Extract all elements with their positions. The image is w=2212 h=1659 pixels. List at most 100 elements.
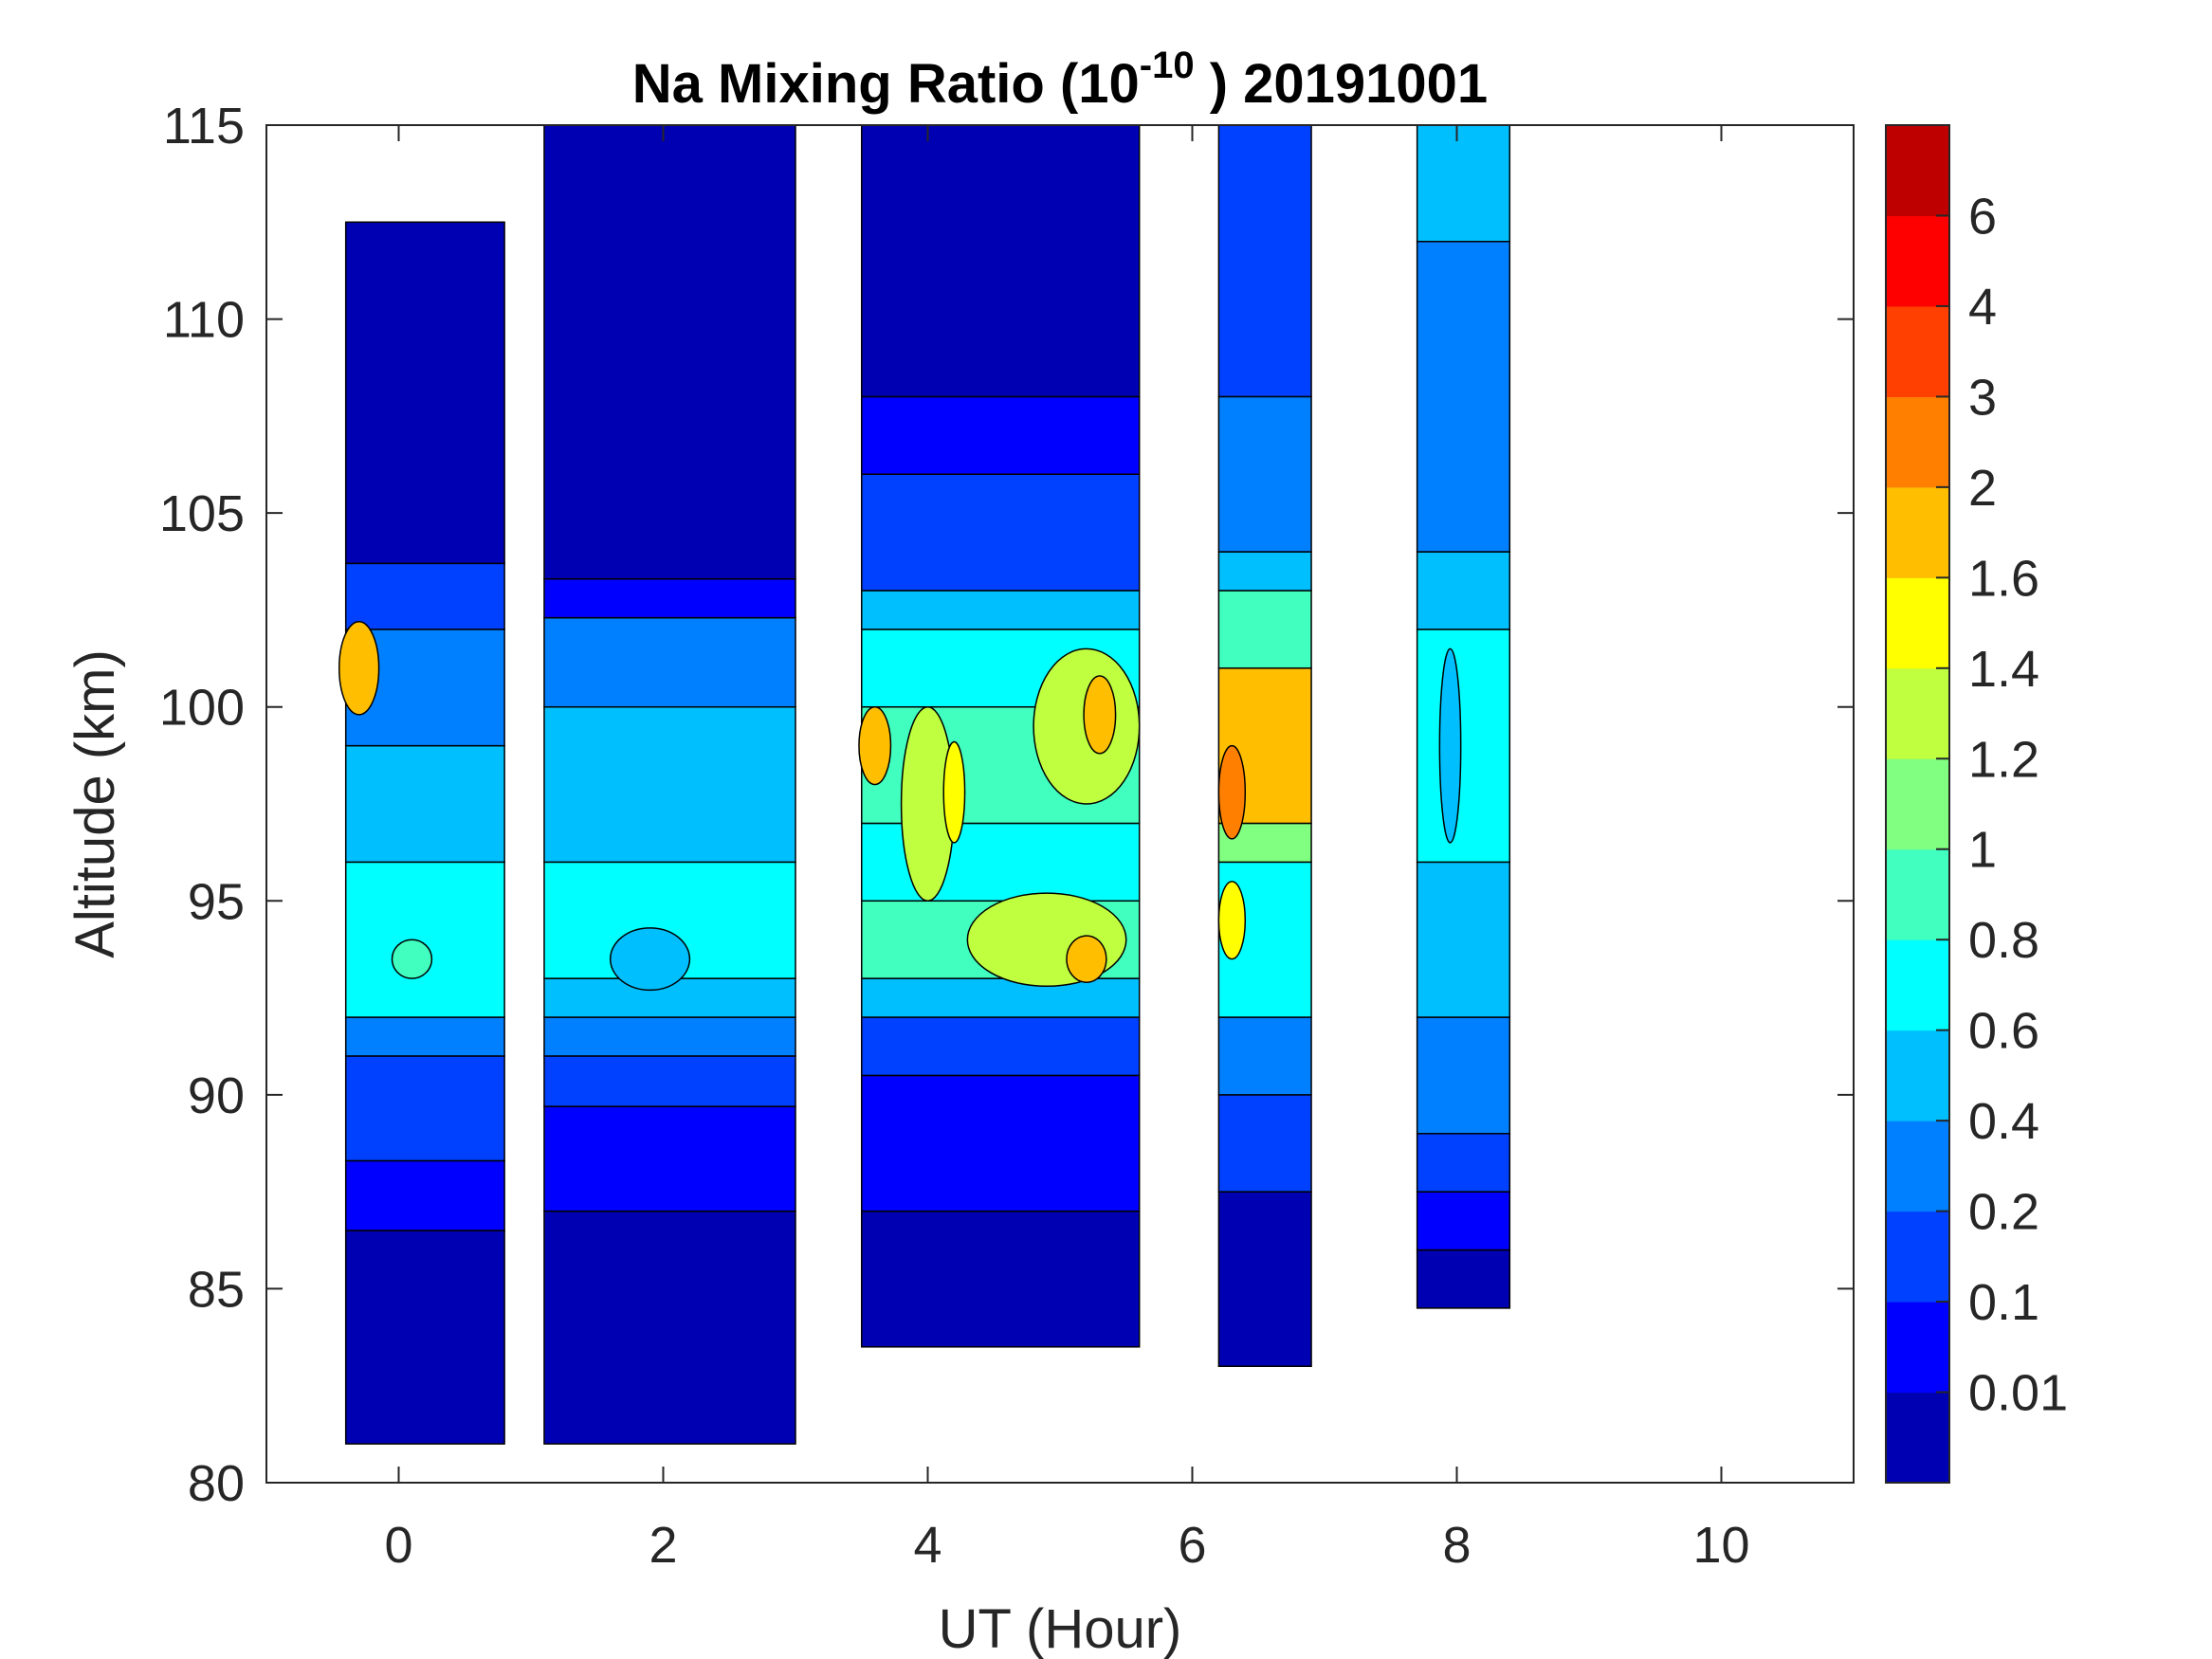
colorbar-swatch	[1886, 305, 1949, 397]
y-axis-label: Altitude (km)	[64, 649, 126, 958]
colorbar-tick-label: 0.6	[1968, 1003, 2039, 1060]
contour-band-seg4-7	[1416, 240, 1511, 553]
contour-band-seg0-2	[344, 1055, 505, 1162]
contour-band-seg3-8	[1217, 395, 1312, 553]
contour-band-seg0-1	[344, 1159, 505, 1231]
colorbar-tick-label: 0.01	[1968, 1365, 2068, 1422]
contour-band-seg3-0	[1217, 1191, 1312, 1368]
x-tick-label: 8	[1442, 1517, 1471, 1574]
axes: 0 2 4 6 8 10 80 85 90 95 100 105 110 115	[159, 98, 1855, 1574]
contour-band-seg0-3	[344, 1016, 505, 1057]
colorbar: 0.01 0.1 0.2 0.4 0.6 0.8 1 1.2 1.4 1.6 2 3 4 6	[1885, 124, 2068, 1484]
colorbar-tick-label: 1.6	[1968, 550, 2039, 607]
y-tick-label: 115	[163, 98, 245, 155]
contour-band-seg1-7	[543, 616, 796, 708]
contour-feature-4	[1066, 935, 1107, 983]
x-tick-label: 4	[913, 1517, 941, 1574]
y-tick-label: 80	[188, 1455, 245, 1512]
contour-band-seg4-6	[1416, 551, 1511, 630]
colorbar-swatch	[1886, 1392, 1949, 1484]
x-tick-label: 6	[1178, 1517, 1206, 1574]
contour-band-seg3-9	[1217, 124, 1312, 398]
contour-band-seg1-8	[543, 577, 796, 619]
contour-band-seg0-7	[344, 562, 505, 630]
colorbar-swatch	[1886, 939, 1949, 1031]
contour-feature-0	[338, 620, 380, 716]
contour-band-seg1-0	[543, 1210, 796, 1445]
contour-band-seg3-1	[1217, 1094, 1312, 1193]
contour-band-seg1-3	[543, 1016, 796, 1057]
contour-band-seg2-9	[861, 473, 1141, 592]
contour-band-seg2-0	[861, 1210, 1141, 1348]
contour-feature-2	[609, 927, 691, 992]
colorbar-tick-label: 0.1	[1968, 1274, 2039, 1331]
contour-band-seg3-7	[1217, 551, 1312, 592]
chart-title: Na Mixing Ratio (10-10 ) 20191001	[632, 45, 1488, 115]
contour-band-seg4-2	[1416, 1133, 1511, 1193]
x-tick-label: 10	[1692, 1517, 1749, 1574]
contour-band-seg1-1	[543, 1105, 796, 1212]
colorbar-swatch	[1886, 667, 1949, 759]
y-tick-label: 95	[188, 873, 245, 930]
contour-feature-10	[1217, 744, 1247, 840]
contour-band-seg2-3	[861, 977, 1141, 1018]
colorbar-tick-label: 1.4	[1968, 641, 2039, 698]
contour-band-seg3-6	[1217, 590, 1312, 669]
contour-band-seg2-8	[861, 590, 1141, 630]
contour-feature-12	[1438, 647, 1462, 844]
contour-band-seg4-1	[1416, 1191, 1511, 1251]
y-tick-label: 110	[163, 292, 245, 349]
contour-band-seg0-8	[344, 221, 505, 565]
contour-band-seg3-2	[1217, 1016, 1312, 1096]
contour-feature-6	[1083, 675, 1117, 755]
colorbar-swatch	[1886, 848, 1949, 940]
contour-band-seg2-1	[861, 1074, 1141, 1212]
y-tick-label: 90	[188, 1067, 245, 1124]
contour-band-seg2-2	[861, 1016, 1141, 1077]
contour-band-seg2-11	[861, 124, 1141, 398]
colorbar-swatch	[1886, 1302, 1949, 1394]
axes-box	[265, 124, 1855, 1484]
x-tick-label: 0	[384, 1517, 412, 1574]
contour-band-seg0-4	[344, 861, 505, 1018]
contour-band-seg0-0	[344, 1230, 505, 1445]
contour-band-seg4-4	[1416, 861, 1511, 1018]
colorbar-tick-label: 2	[1968, 460, 1997, 517]
contour-feature-9	[942, 740, 966, 844]
colorbar-swatch	[1886, 758, 1949, 850]
contour-band-seg0-5	[344, 744, 505, 864]
colorbar-tick-label: 1.2	[1968, 731, 2039, 788]
colorbar-swatch	[1886, 577, 1949, 669]
plot-area	[338, 124, 1511, 1445]
contour-band-seg4-0	[1416, 1249, 1511, 1309]
contour-feature-1	[391, 939, 433, 979]
colorbar-swatch	[1886, 1211, 1949, 1303]
x-tick-label: 2	[649, 1517, 677, 1574]
contour-feature-7	[858, 705, 892, 786]
contour-band-seg1-9	[543, 124, 796, 580]
colorbar-swatch	[1886, 125, 1949, 216]
x-axis-label: UT (Hour)	[939, 1598, 1182, 1659]
colorbar-tick-label: 0.4	[1968, 1093, 2039, 1150]
y-tick-label: 105	[159, 485, 245, 542]
contour-band-seg4-3	[1416, 1016, 1511, 1135]
y-tick-label: 100	[159, 680, 245, 737]
colorbar-swatch	[1886, 1121, 1949, 1212]
colorbar-frame	[1885, 124, 1950, 1484]
colorbar-tick-label: 3	[1968, 369, 1997, 426]
y-tick-label: 85	[188, 1261, 245, 1318]
contour-band-seg2-10	[861, 395, 1141, 475]
contour-band-seg4-8	[1416, 124, 1511, 243]
colorbar-swatch	[1886, 396, 1949, 488]
colorbar-tick-label: 0.8	[1968, 912, 2039, 969]
colorbar-tick-label: 0.2	[1968, 1184, 2039, 1241]
colorbar-tick-label: 4	[1968, 279, 1997, 336]
contour-band-seg4-5	[1416, 629, 1511, 864]
colorbar-swatch	[1886, 215, 1949, 307]
colorbar-tick-label: 6	[1968, 188, 1997, 245]
contour-feature-11	[1217, 881, 1247, 960]
contour-band-seg1-6	[543, 705, 796, 864]
contour-band-seg1-2	[543, 1055, 796, 1107]
colorbar-tick-label: 1	[1968, 822, 1997, 879]
